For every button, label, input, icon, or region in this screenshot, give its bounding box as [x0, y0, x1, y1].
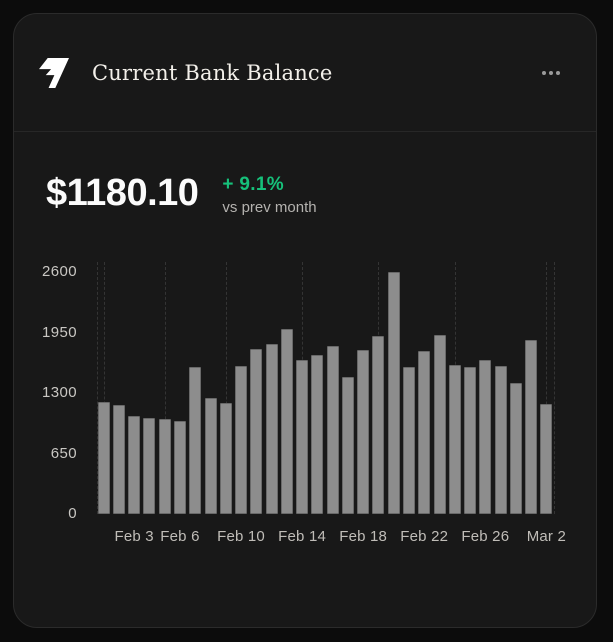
chart-bar-feb-26[interactable] [479, 359, 492, 514]
chart-gridline [96, 262, 98, 514]
y-tick-label: 1300 [42, 384, 77, 401]
chart-gridline [103, 262, 105, 514]
chart-bar-feb-15[interactable] [311, 355, 324, 514]
card-header: Current Bank Balance [14, 14, 596, 132]
x-tick-label: Feb 14 [278, 528, 327, 545]
chart-bar-feb-11[interactable] [250, 348, 263, 514]
chart-gridline [546, 262, 548, 514]
chart-bar-feb-16[interactable] [326, 346, 339, 514]
chart-bar-feb-24[interactable] [448, 365, 461, 514]
x-tick-label: Feb 10 [217, 528, 265, 545]
ellipsis-icon [542, 70, 546, 75]
chart-bar-mar-1[interactable] [525, 339, 538, 514]
balance-change-caption: vs prev month [222, 198, 317, 216]
chart-bar-feb-1[interactable] [97, 401, 110, 514]
chart-bar-mar-2[interactable] [540, 404, 553, 514]
chart-gridline [164, 262, 166, 514]
x-tick-label: Feb 3 [114, 528, 154, 545]
chart-bar-feb-17[interactable] [341, 377, 354, 514]
balance-summary: $1180.10 + 9.1% vs prev month [46, 172, 317, 216]
card-title: Current Bank Balance [92, 60, 333, 85]
chart-bar-feb-8[interactable] [204, 398, 217, 514]
chart-bar-feb-18[interactable] [357, 350, 370, 514]
chart-bar-feb-12[interactable] [265, 343, 278, 514]
x-tick-label: Feb 6 [160, 528, 200, 545]
balance-amount: $1180.10 [46, 172, 199, 214]
chart-bar-feb-10[interactable] [235, 366, 248, 514]
chart-bar-feb-21[interactable] [402, 366, 415, 514]
chart-bar-feb-23[interactable] [433, 335, 446, 514]
chart-bar-feb-14[interactable] [296, 359, 309, 514]
chart-bar-feb-13[interactable] [280, 329, 293, 514]
ellipsis-icon [549, 70, 553, 75]
y-tick-label: 0 [68, 505, 77, 522]
x-tick-label: Mar 2 [526, 528, 567, 545]
chart-bar-feb-7[interactable] [189, 366, 202, 514]
chart-bar-feb-19[interactable] [372, 336, 385, 514]
chart-bar-feb-9[interactable] [219, 403, 232, 514]
chart-bar-feb-27[interactable] [494, 366, 507, 514]
chart-bar-feb-28[interactable] [509, 383, 522, 514]
y-tick-label: 1950 [42, 323, 77, 341]
wise-logo-icon [39, 57, 69, 89]
y-tick-label: 650 [50, 444, 77, 462]
chart-gridline [225, 262, 227, 514]
plot-area [96, 262, 555, 514]
bank-balance-chart: 0 650 1300 1950 2600 Feb 3 Feb 6 Feb 10 Feb 14 F… [14, 262, 596, 545]
chart-bar-feb-2[interactable] [112, 404, 125, 514]
chart-bar-feb-6[interactable] [173, 420, 186, 514]
balance-meta: + 9.1% vs prev month [222, 172, 316, 216]
ellipsis-icon [556, 70, 560, 75]
x-tick-label: Feb 26 [461, 528, 510, 545]
bank-balance-card: Current Bank Balance $1180.10 + 9.1% vs … [13, 13, 597, 628]
y-tick-label: 2600 [42, 263, 77, 280]
chart-bar-feb-3[interactable] [128, 416, 141, 514]
x-tick-label: Feb 22 [400, 528, 449, 545]
balance-change-percent: + 9.1% [222, 174, 284, 195]
chart-bar-feb-5[interactable] [158, 418, 171, 514]
x-tick-label: Feb 18 [339, 528, 388, 545]
chart-bar-feb-25[interactable] [464, 366, 477, 514]
chart-gridline [553, 262, 555, 514]
chart-bar-feb-20[interactable] [387, 272, 400, 514]
chart-bar-feb-22[interactable] [418, 351, 431, 514]
chart-bar-feb-4[interactable] [143, 418, 156, 514]
options-menu-button[interactable] [538, 63, 564, 83]
